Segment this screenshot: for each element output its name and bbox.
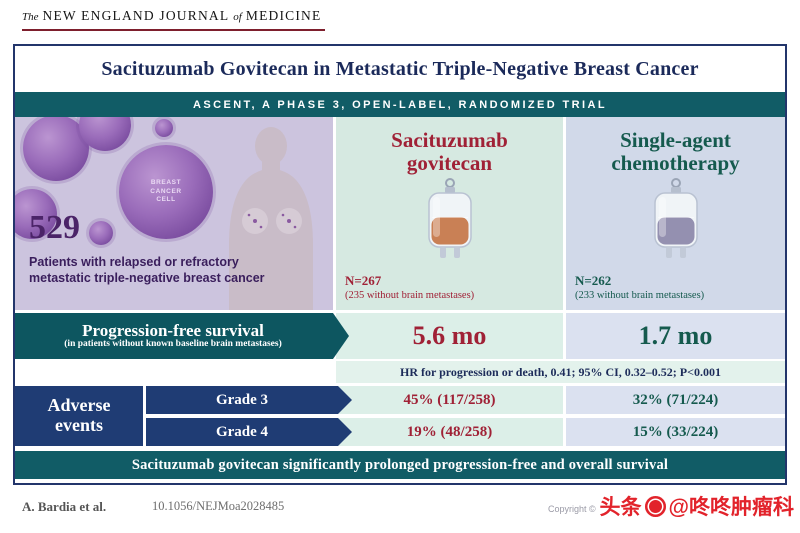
- nejm-masthead: The NEW ENGLAND JOURNAL of MEDICINE: [22, 7, 326, 31]
- masthead-journal: NEW ENGLAND JOURNAL: [42, 8, 230, 23]
- cancer-cell-icon: [155, 119, 173, 137]
- column-sacituzumab-govitecan: Sacituzumab govitecan N=267 (235 without…: [336, 117, 563, 310]
- pfs-title: Progression-free survival: [82, 320, 264, 340]
- cancer-cell-icon: [23, 117, 89, 181]
- grade3-label-arrow: Grade 3: [146, 386, 352, 414]
- patient-count: 529: [29, 209, 80, 246]
- arm-n-value: N=262: [575, 272, 612, 288]
- arm-n-block-sacituzumab: N=267 (235 without brain metastases): [345, 273, 474, 302]
- grade4-value-chemotherapy: 15% (33/224): [566, 418, 785, 446]
- arm-n-subgroup: (233 without brain metastases): [575, 289, 705, 301]
- breast-cancer-cell-icon: BREAST CANCER CELL: [119, 145, 213, 239]
- cancer-cell-icon: [89, 221, 113, 245]
- arm-title-chemotherapy: Single-agent chemotherapy: [611, 128, 740, 176]
- pfs-value-chemotherapy: 1.7 mo: [566, 313, 785, 359]
- breast-cancer-cell-label: BREAST CANCER CELL: [150, 178, 182, 204]
- conclusion-banner: Sacituzumab govitecan significantly prol…: [15, 451, 785, 479]
- column-chemotherapy: Single-agent chemotherapy N=262 (233 wit…: [566, 117, 785, 310]
- infographic-frame: Sacituzumab Govitecan in Metastatic Trip…: [13, 44, 787, 485]
- trial-banner: ASCENT, A PHASE 3, OPEN-LABEL, RANDOMIZE…: [15, 92, 785, 117]
- grade3-value-chemotherapy: 32% (71/224): [566, 386, 785, 414]
- pfs-label-arrow: Progression-free survival (in patients w…: [15, 313, 349, 359]
- iv-bag-icon: [417, 175, 483, 268]
- pfs-subtitle: (in patients without known baseline brai…: [64, 339, 282, 350]
- footer-copyright: Copyright ©: [548, 504, 596, 514]
- grade3-value-sacituzumab: 45% (117/258): [336, 386, 563, 414]
- masthead-the: The: [22, 11, 39, 23]
- grade4-value-sacituzumab: 19% (48/258): [336, 418, 563, 446]
- pfs-value-sacituzumab: 5.6 mo: [336, 313, 563, 359]
- cancer-cell-icon: [15, 189, 57, 239]
- footer-authors: A. Bardia et al.: [22, 499, 107, 514]
- footer-doi: 10.1056/NEJMoa2028485: [152, 499, 285, 513]
- arm-n-value: N=267: [345, 272, 382, 288]
- arm-n-subgroup: (235 without brain metastases): [345, 289, 475, 301]
- arm-n-block-chemotherapy: N=262 (233 without brain metastases): [575, 273, 704, 302]
- woman-silhouette-icon: [229, 127, 313, 310]
- population-description: Patients with relapsed or refractory met…: [29, 255, 265, 285]
- population-panel: BREAST CANCER CELL 529 Patients with rel…: [15, 117, 333, 310]
- grade4-label-arrow: Grade 4: [146, 418, 352, 446]
- watermark-prefix: 头条: [599, 496, 642, 519]
- hazard-ratio-text: HR for progression or death, 0.41; 95% C…: [336, 361, 785, 383]
- iv-bag-icon: [643, 175, 709, 268]
- adverse-events-box: Adverse events: [15, 386, 143, 446]
- watermark: 头条 @咚咚肿瘤科: [600, 491, 794, 521]
- arm-title-sacituzumab: Sacituzumab govitecan: [391, 128, 508, 176]
- masthead-medicine: MEDICINE: [245, 8, 322, 23]
- watermark-logo-icon: [644, 495, 666, 517]
- watermark-handle: @咚咚肿瘤科: [668, 496, 794, 519]
- page-title: Sacituzumab Govitecan in Metastatic Trip…: [101, 57, 699, 80]
- masthead-of: of: [233, 11, 242, 23]
